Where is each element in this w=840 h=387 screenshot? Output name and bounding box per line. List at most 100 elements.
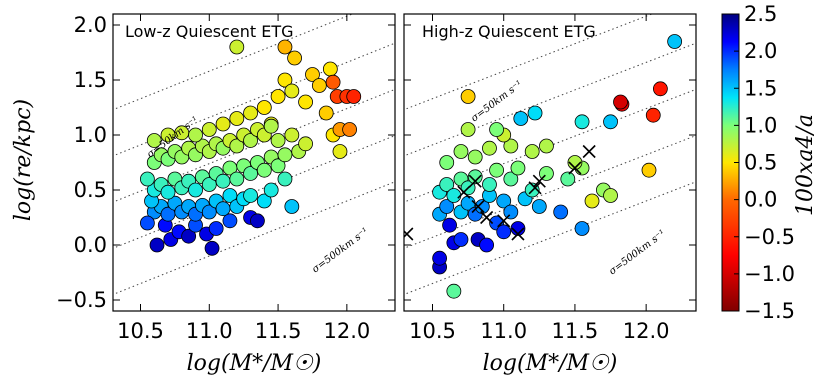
scatter-point (270, 158, 286, 174)
x-tick-label: 12.0 (623, 319, 670, 343)
scatter-point (229, 111, 245, 126)
scatter-point (453, 144, 469, 159)
scatter-point (460, 89, 476, 104)
x-tick-label: 11.5 (552, 319, 599, 343)
colorbar-tick-label: −1.5 (744, 299, 795, 323)
scatter-point (496, 193, 512, 209)
scatter-point (284, 199, 300, 214)
left-x-axis-label: log(M*/M☉) (187, 351, 322, 376)
scatter-point (287, 50, 302, 66)
left-panel-title: Low-z Quiescent ETG (125, 22, 294, 41)
scatter-point (496, 224, 512, 240)
cross-marker (404, 227, 414, 241)
scatter-point (539, 138, 554, 154)
scatter-point (208, 221, 224, 236)
scatter-point (270, 133, 286, 148)
cross-marker (497, 214, 511, 228)
scatter-point (503, 138, 519, 154)
scatter-point (263, 118, 279, 134)
right-x-axis-label: log(M*/M☉) (483, 351, 618, 376)
scatter-point (332, 144, 348, 159)
scatter-point (318, 105, 334, 121)
cross-marker (468, 174, 482, 188)
scatter-point (524, 144, 540, 159)
scatter-point (215, 201, 231, 217)
scatter-point (277, 72, 293, 88)
scatter-point (446, 188, 462, 203)
right-scatter-points (432, 34, 683, 299)
scatter-point (553, 204, 569, 220)
reference-line (113, 42, 395, 157)
scatter-point (139, 171, 155, 187)
colorbar-tick-label: 0.0 (744, 188, 777, 212)
scatter-point (263, 182, 279, 198)
x-tick-label: 10.5 (117, 319, 164, 343)
x-tick-label: 11.0 (480, 319, 527, 343)
reference-line (404, 135, 696, 249)
scatter-point (256, 162, 272, 178)
scatter-point (482, 177, 497, 192)
scatter-point (229, 138, 245, 154)
scatter-point (439, 155, 455, 170)
scatter-point (460, 122, 476, 137)
scatter-point (250, 213, 265, 229)
scatter-point (201, 204, 217, 220)
reference-line (113, 181, 395, 296)
scatter-point (346, 89, 362, 104)
scatter-point (667, 34, 683, 49)
scatter-point (325, 74, 341, 90)
y-tick-label: 0.5 (74, 178, 107, 202)
y-tick-label: 0.0 (74, 233, 107, 257)
colorbar-tick-label: 2.0 (744, 39, 777, 63)
reference-line (404, 181, 696, 296)
colorbar-tick-label: 2.5 (744, 2, 777, 26)
y-tick-label: 2.0 (74, 13, 107, 37)
scatter-point (298, 94, 313, 110)
scatter-point (243, 188, 258, 203)
scatter-point (277, 39, 293, 55)
scatter-point (243, 133, 258, 148)
scatter-point (446, 283, 462, 299)
scatter-point (181, 228, 197, 244)
scatter-point (513, 111, 529, 126)
cross-marker (582, 144, 596, 159)
scatter-point (222, 213, 238, 229)
left-plot-frame (112, 13, 396, 312)
scatter-point (467, 169, 483, 185)
scatter-point (574, 114, 590, 130)
scatter-point (215, 116, 231, 132)
scatter-point (652, 81, 668, 97)
reference-line (404, 42, 696, 157)
cross-marker (528, 181, 542, 195)
right-axis-ticks: 10.5 11.0 11.5 12.0 (404, 14, 696, 343)
scatter-point (479, 237, 495, 253)
scatter-point (503, 171, 519, 187)
scatter-point (567, 155, 583, 170)
scatter-point (439, 177, 455, 192)
scatter-point (201, 177, 217, 192)
reference-line (113, 14, 354, 111)
scatter-point (284, 83, 300, 99)
scatter-point (467, 149, 483, 165)
scatter-point (215, 173, 231, 189)
scatter-point (489, 122, 504, 137)
scatter-point (439, 199, 455, 214)
y-axis-label: log(re/kpc) (11, 99, 36, 221)
left-scatter-points (139, 39, 362, 256)
colorbar: 2.5 2.0 1.5 1.0 0.5 0.0 −0.5 −1.0 −1.5 100xa4/a (721, 2, 818, 323)
left-panel: 10.5 11.0 11.5 12.0 −0.5 0.0 0.5 1.0 1.5 2.0 Low-… (56, 13, 396, 343)
scatter-point (503, 204, 519, 220)
scatter-point (342, 122, 358, 137)
x-tick-label: 10.5 (409, 319, 456, 343)
cross-marker (457, 185, 471, 199)
scatter-point (222, 188, 238, 203)
scatter-point (256, 193, 272, 209)
colorbar-ticks: 2.5 2.0 1.5 1.0 0.5 0.0 −0.5 −1.0 −1.5 (734, 2, 795, 323)
cross-marker (480, 210, 494, 225)
scatter-point (201, 122, 217, 137)
scatter-point (243, 105, 258, 121)
y-tick-label: 1.5 (74, 68, 107, 92)
scatter-point (645, 107, 661, 123)
scatter-point (298, 136, 313, 152)
